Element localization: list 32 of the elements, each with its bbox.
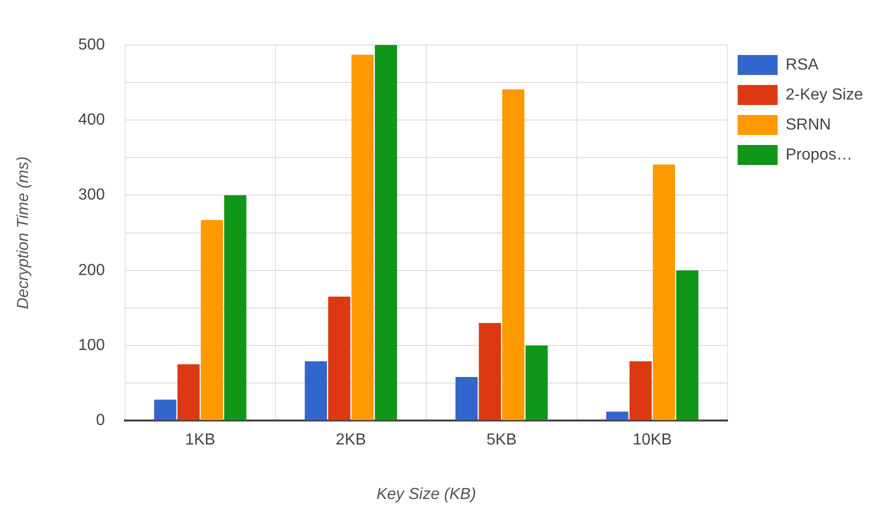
y-tick-label: 100 [78,336,105,354]
bar [177,364,200,420]
bar [652,164,676,420]
x-axis-title: Key Size (KB) [376,486,476,503]
y-axis-title: Decryption Time (ms) [15,156,32,310]
bar [630,361,652,420]
bar [502,89,524,420]
x-tick-label: 2KB [336,432,366,449]
y-tick-label: 400 [78,112,105,129]
legend-label: SRNN [786,116,831,134]
bar [526,345,548,420]
bar [478,322,502,420]
bar [352,54,374,420]
legend-label: 2-Key Size [786,86,864,104]
y-tick-label: 200 [78,262,105,279]
legend-label: Propos… [786,146,852,164]
bar [676,270,698,420]
bar [224,195,246,420]
legend-label: RSA [786,56,819,74]
bar [606,412,628,420]
bar [154,400,176,420]
x-tick-label: 10KB [632,432,672,449]
bar [304,361,327,420]
bar [328,296,350,420]
bar [455,377,478,420]
y-tick-label: 500 [78,36,105,54]
x-tick-label: 5KB [486,432,517,449]
y-tick-label: 0 [96,412,105,430]
y-tick-label: 300 [78,186,105,204]
x-tick-label: 1KB [185,432,216,449]
bar [200,220,224,420]
bar [374,45,398,420]
